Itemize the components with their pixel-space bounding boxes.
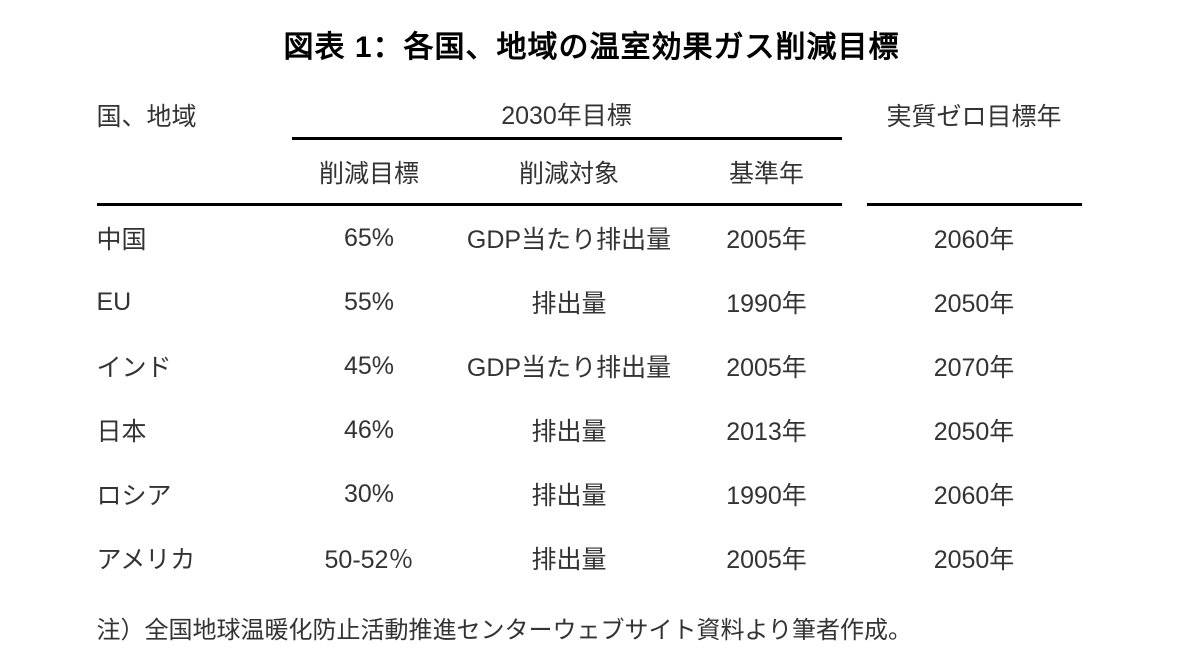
cell-base-year: 2013年 <box>726 418 807 446</box>
source-note: 注）全国地球温暖化防止活動推進センターウェブサイト資料より筆者作成。 <box>96 617 913 644</box>
header-2030-target: 2030年目標 <box>291 90 842 140</box>
emissions-target-table: 国、地域 2030年目標 実質ゼロ目標年 削減目標 削減対象 基準年 中国 65… <box>96 90 1087 590</box>
cell-reduction-scope: 排出量 <box>531 482 607 510</box>
column-gap <box>842 140 867 206</box>
cell-reduction-target: 46% <box>343 415 395 444</box>
subheader-base-year: 基準年 <box>691 140 842 206</box>
cell-base-year: 2005年 <box>726 354 807 382</box>
cell-net-zero-year: 2050年 <box>933 546 1015 574</box>
column-gap <box>842 398 867 462</box>
cell-region: EU <box>96 287 132 316</box>
subheader-reduction-target: 削減目標 <box>291 140 447 206</box>
cell-reduction-scope: GDP当たり排出量 <box>466 226 672 254</box>
cell-reduction-scope: 排出量 <box>531 290 607 318</box>
cell-region: インド <box>96 354 172 382</box>
net-zero-underline <box>866 140 1082 206</box>
cell-base-year: 1990年 <box>726 482 807 510</box>
subheader-spacer <box>96 140 292 206</box>
cell-region: 中国 <box>96 226 147 254</box>
cell-reduction-target: 45% <box>343 351 395 380</box>
cell-region: アメリカ <box>96 546 196 574</box>
column-gap <box>842 462 867 526</box>
cell-net-zero-year: 2060年 <box>933 482 1015 510</box>
cell-base-year: 2005年 <box>726 226 807 254</box>
cell-region: 日本 <box>96 418 147 446</box>
cell-reduction-target: 55% <box>343 287 395 316</box>
column-gap <box>842 206 867 270</box>
cell-net-zero-year: 2070年 <box>933 354 1015 382</box>
cell-reduction-scope: 排出量 <box>531 546 607 574</box>
header-net-zero-year: 実質ゼロ目標年 <box>886 103 1062 131</box>
cell-base-year: 2005年 <box>726 546 807 574</box>
column-gap <box>842 334 867 398</box>
column-gap <box>842 526 867 590</box>
cell-base-year: 1990年 <box>726 290 807 318</box>
cell-reduction-target: 50-52％ <box>324 546 414 574</box>
cell-reduction-target: 65% <box>343 223 395 252</box>
column-gap <box>842 90 867 140</box>
figure-title: 図表 1：各国、地域の温室効果ガス削減目標 <box>283 31 900 64</box>
cell-region: ロシア <box>96 482 172 510</box>
cell-reduction-target: 30% <box>343 479 395 508</box>
cell-reduction-scope: GDP当たり排出量 <box>466 354 672 382</box>
cell-net-zero-year: 2050年 <box>933 418 1015 446</box>
subheader-reduction-scope: 削減対象 <box>446 140 692 206</box>
cell-net-zero-year: 2060年 <box>933 226 1015 254</box>
header-region: 国、地域 <box>96 103 197 131</box>
column-gap <box>842 270 867 334</box>
cell-reduction-scope: 排出量 <box>531 418 607 446</box>
cell-net-zero-year: 2050年 <box>933 290 1015 318</box>
